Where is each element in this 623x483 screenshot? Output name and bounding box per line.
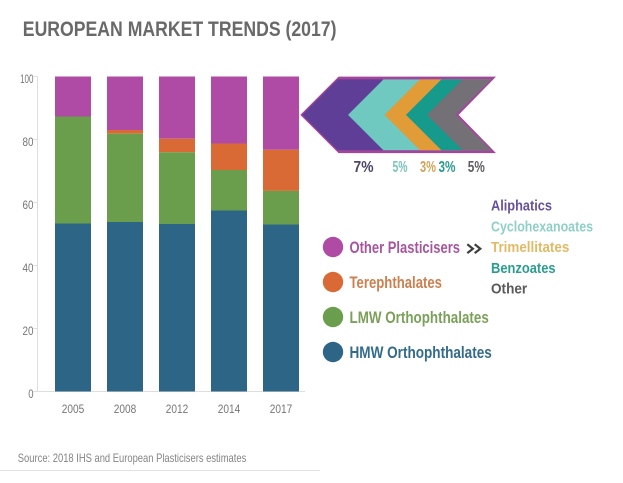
svg-text:20: 20 bbox=[23, 326, 34, 338]
svg-text:2008: 2008 bbox=[114, 404, 137, 416]
svg-text:60: 60 bbox=[23, 200, 34, 212]
svg-text:3%: 3% bbox=[420, 159, 436, 176]
svg-text:2017: 2017 bbox=[270, 404, 293, 416]
svg-text:5%: 5% bbox=[468, 159, 485, 176]
svg-text:Other: Other bbox=[491, 280, 527, 297]
svg-text:0: 0 bbox=[28, 389, 33, 401]
svg-text:5%: 5% bbox=[393, 159, 408, 176]
svg-text:EUROPEAN MARKET TRENDS (2017): EUROPEAN MARKET TRENDS (2017) bbox=[23, 18, 337, 41]
svg-text:HMW Orthophthalates: HMW Orthophthalates bbox=[350, 343, 492, 362]
svg-text:Aliphatics: Aliphatics bbox=[491, 197, 552, 214]
svg-text:80: 80 bbox=[23, 137, 34, 149]
svg-text:3%: 3% bbox=[439, 159, 456, 176]
svg-text:Benzoates: Benzoates bbox=[491, 260, 556, 277]
svg-text:Terephthalates: Terephthalates bbox=[350, 273, 443, 292]
svg-text:2014: 2014 bbox=[218, 404, 241, 416]
svg-text:Cyclohexanoates: Cyclohexanoates bbox=[491, 219, 593, 236]
svg-text:Trimellitates: Trimellitates bbox=[491, 239, 569, 256]
svg-text:100: 100 bbox=[20, 74, 33, 86]
svg-text:7%: 7% bbox=[354, 159, 374, 176]
svg-text:LMW Orthophthalates: LMW Orthophthalates bbox=[350, 308, 489, 327]
svg-text:2005: 2005 bbox=[62, 404, 85, 416]
svg-text:Source: 2018 IHS and European: Source: 2018 IHS and European Plasticise… bbox=[18, 451, 247, 465]
svg-text:Other Plasticisers: Other Plasticisers bbox=[350, 238, 461, 257]
svg-text:40: 40 bbox=[23, 263, 34, 275]
svg-text:2012: 2012 bbox=[166, 404, 189, 416]
